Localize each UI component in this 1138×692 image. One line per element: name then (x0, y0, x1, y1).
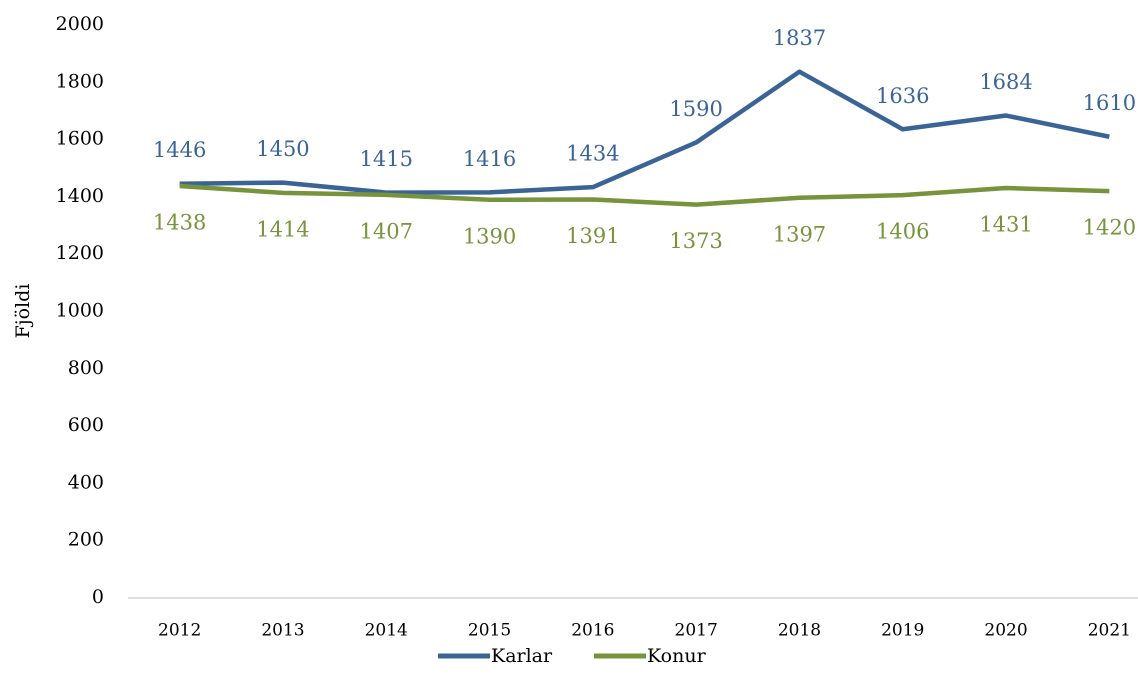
x-tick-label: 2014 (365, 621, 408, 641)
data-label: 1438 (153, 211, 206, 235)
data-label: 1590 (669, 97, 722, 121)
legend-label: Karlar (491, 645, 553, 667)
y-tick-label: 200 (68, 529, 104, 551)
x-tick-label: 2013 (261, 621, 304, 641)
y-tick-label: 2000 (56, 13, 104, 35)
data-label: 1684 (979, 70, 1032, 94)
x-tick-label: 2018 (778, 621, 821, 641)
data-label: 1416 (463, 147, 516, 171)
data-label: 1636 (876, 84, 929, 108)
y-tick-label: 1800 (56, 70, 104, 92)
y-tick-label: 400 (68, 471, 104, 493)
series-line (179, 69, 1110, 195)
y-tick-label: 800 (68, 357, 104, 379)
data-label: 1390 (463, 224, 516, 248)
series-line (179, 183, 1110, 207)
legend-label: Konur (647, 645, 707, 667)
data-label: 1431 (979, 213, 1032, 237)
x-tick-label: 2017 (675, 621, 718, 641)
data-label: 1420 (1083, 216, 1136, 240)
data-label: 1446 (153, 138, 206, 162)
y-tick-label: 1400 (56, 185, 104, 207)
y-tick-label: 1200 (56, 242, 104, 264)
y-tick-label: 600 (68, 414, 104, 436)
data-label: 1407 (360, 219, 413, 243)
data-label: 1434 (566, 142, 619, 166)
data-label: 1610 (1083, 91, 1136, 115)
x-tick-label: 2021 (1088, 621, 1131, 641)
x-tick-label: 2015 (468, 621, 511, 641)
y-tick-label: 0 (92, 586, 104, 608)
data-label: 1415 (360, 147, 413, 171)
data-label: 1406 (876, 220, 929, 244)
data-label: 1450 (256, 137, 309, 161)
x-tick-label: 2016 (571, 621, 614, 641)
data-label: 1373 (669, 229, 722, 253)
y-axis-label: Fjöldi (12, 284, 34, 339)
data-label: 1391 (566, 224, 619, 248)
y-tick-label: 1600 (56, 128, 104, 150)
x-tick-label: 2012 (158, 621, 201, 641)
x-tick-label: 2020 (984, 621, 1027, 641)
data-label: 1414 (256, 217, 309, 241)
x-tick-label: 2019 (881, 621, 924, 641)
data-label: 1397 (773, 222, 826, 246)
data-label: 1837 (773, 26, 826, 50)
y-tick-label: 1000 (56, 300, 104, 322)
